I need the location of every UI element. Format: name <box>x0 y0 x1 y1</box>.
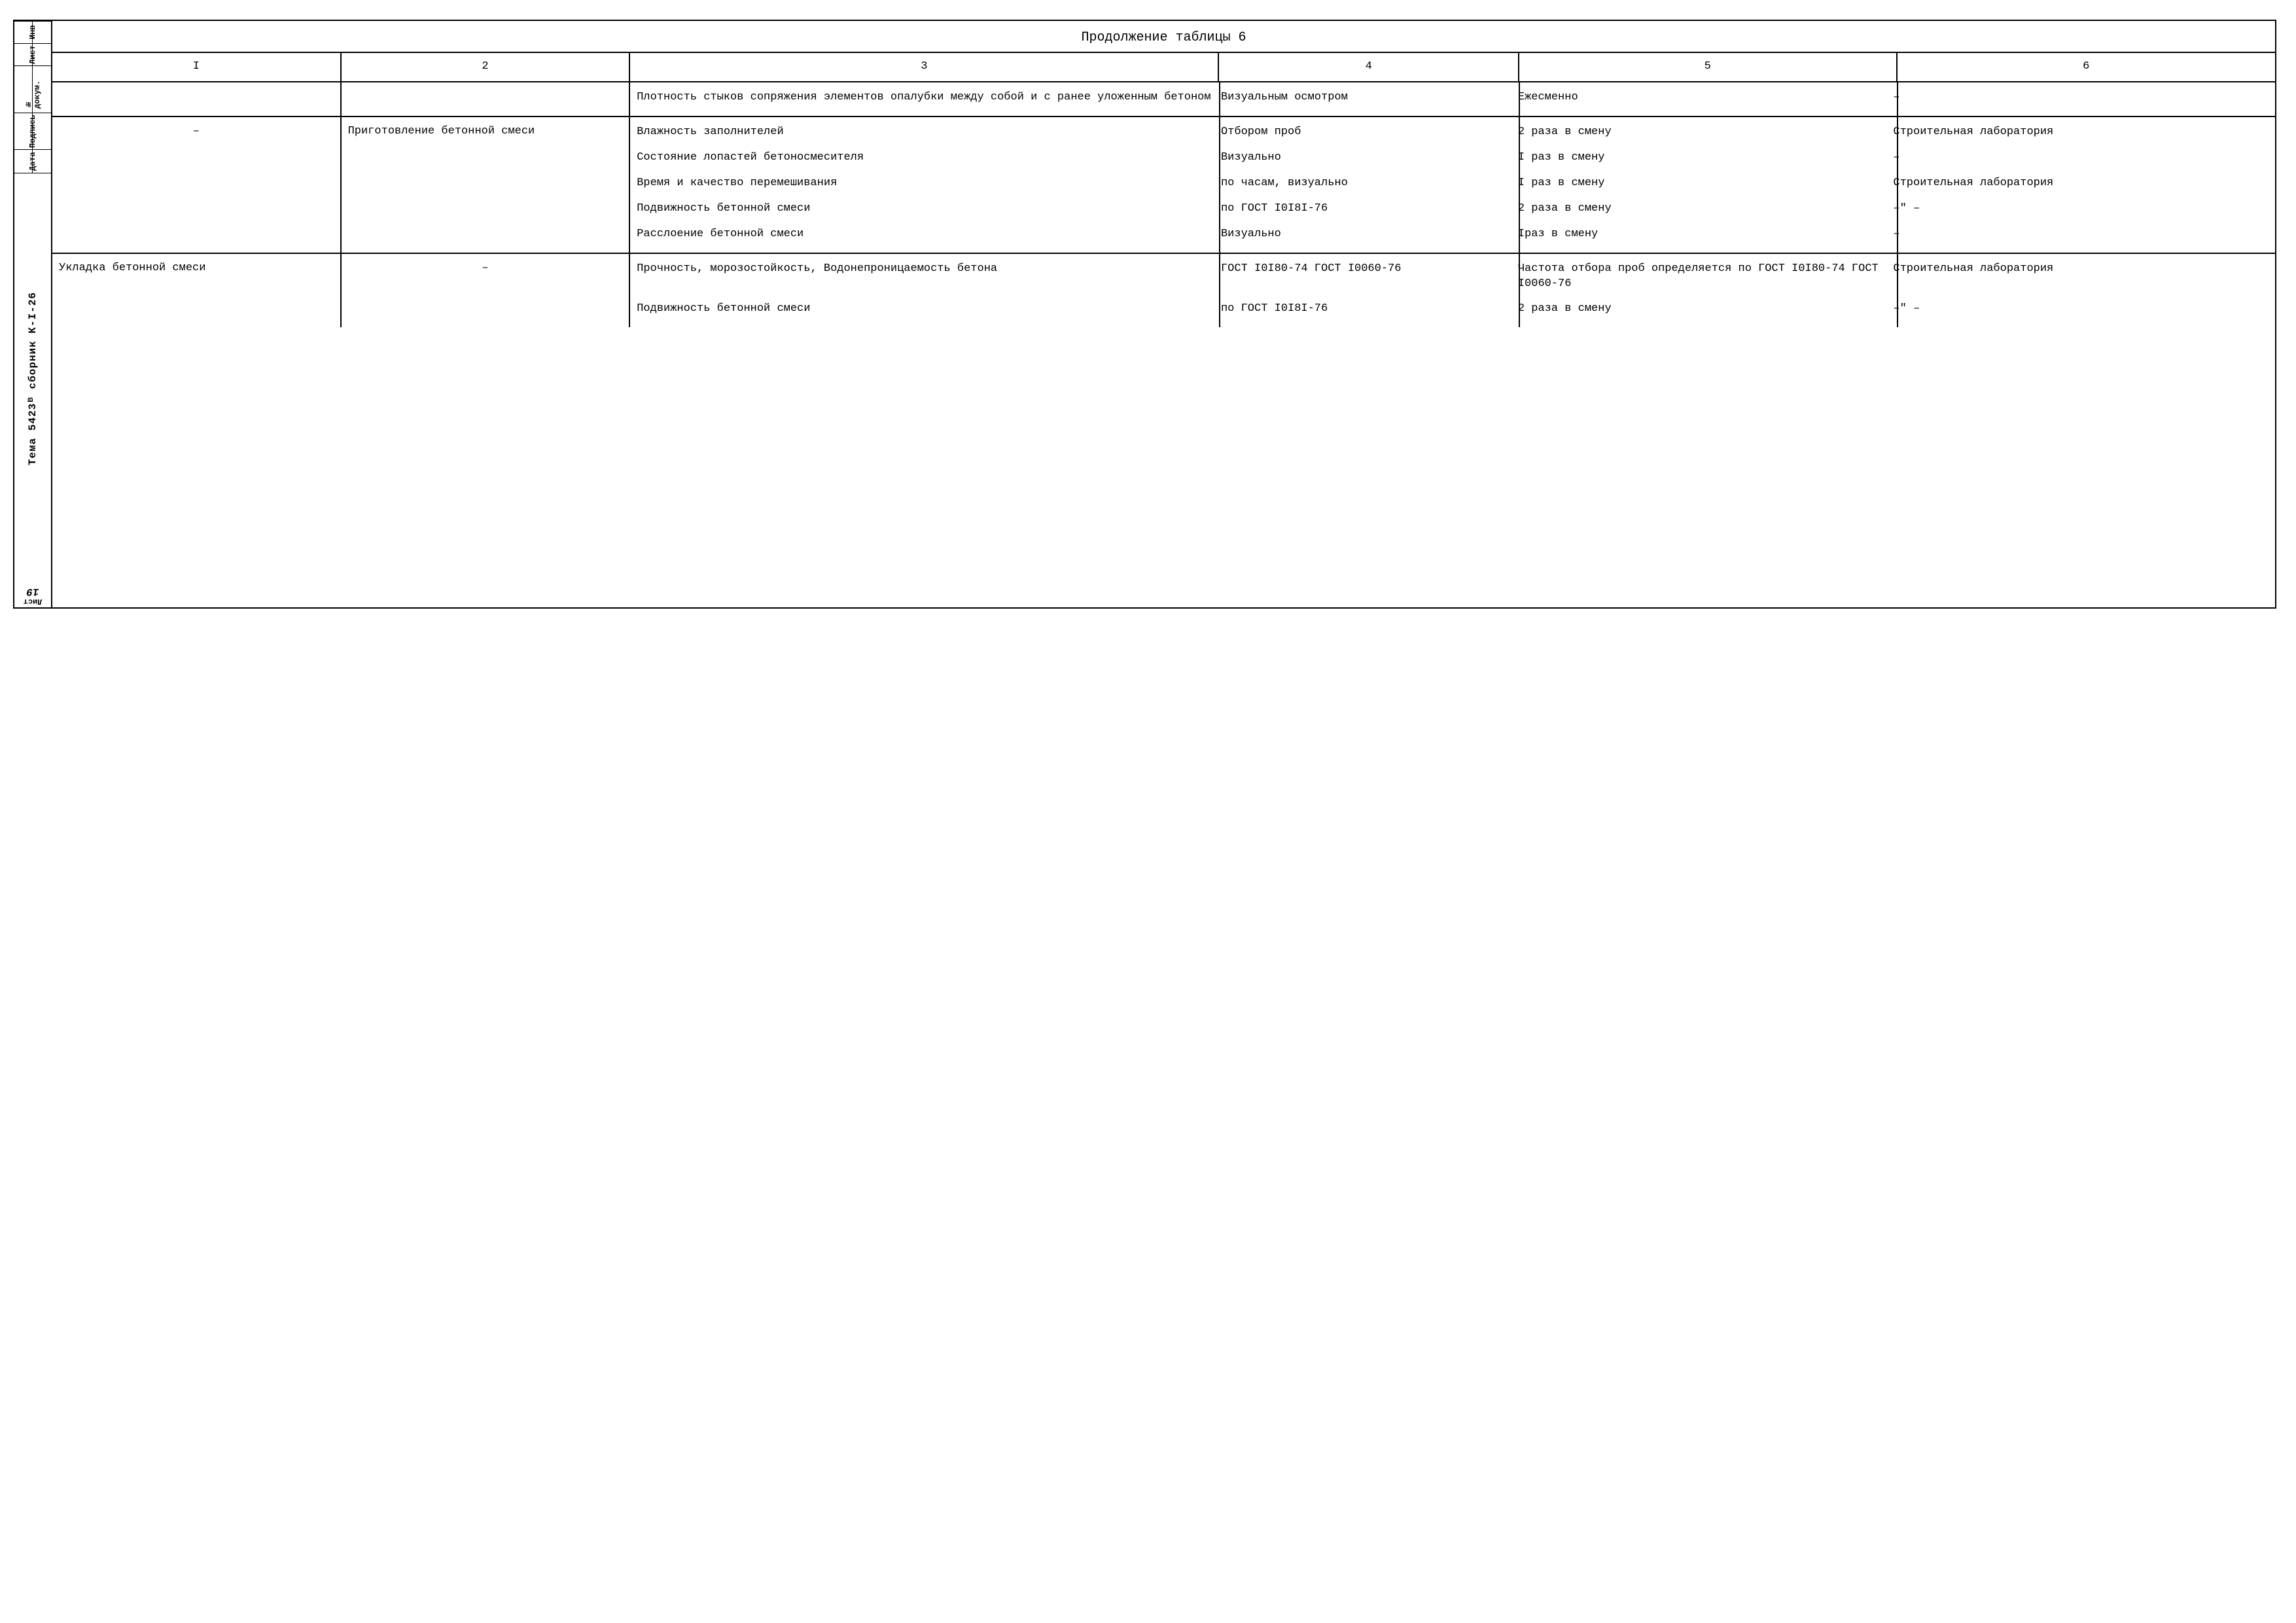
cell-col5: 2 раза в смену <box>1518 202 1894 217</box>
cell-cols-3-6: Влажность заполнителейОтбором проб2 раза… <box>630 117 2275 253</box>
cell-col2 <box>342 82 631 116</box>
main-table: Продолжение таблицы 6 I 2 3 4 5 6 Плотно… <box>52 21 2275 607</box>
cell-col4: по ГОСТ I0I8I-76 <box>1221 202 1518 217</box>
cell-col6: – <box>1893 90 2269 105</box>
cell-col2: – <box>342 254 631 328</box>
table-row: Плотность стыков сопряжения элементов оп… <box>52 82 2275 117</box>
stamp-page: Лист 19 <box>14 584 51 607</box>
table-subline: Подвижность бетонной смесипо ГОСТ I0I8I-… <box>630 302 2275 323</box>
cell-col5: 2 раза в смену <box>1518 302 1894 317</box>
stamp-list: Лист <box>14 43 51 65</box>
table-subline: Время и качество перемеши­ванияпо часам,… <box>630 176 2275 202</box>
col-header-2: 2 <box>342 53 631 81</box>
cell-col5: Iраз в смену <box>1518 227 1894 242</box>
page-frame: Инв Лист № докум. Подпись Дата Тема 5423… <box>13 20 2276 609</box>
cell-col5: 2 раза в смену <box>1518 125 1894 140</box>
left-stamp: Инв Лист № докум. Подпись Дата Тема 5423… <box>14 21 52 607</box>
table-subline: Расслоение бетонной смесиВизуальноIраз в… <box>630 227 2275 249</box>
col-header-3: 3 <box>630 53 1219 81</box>
col-header-4: 4 <box>1219 53 1519 81</box>
table-subline: Подвижность бетонной смесипо ГОСТ I0I8I-… <box>630 202 2275 227</box>
table-row: Укладка бе­тонной смеси–Прочность, мороз… <box>52 254 2275 328</box>
cell-col4: ГОСТ I0I80-74 ГОСТ I0060-76 <box>1221 262 1518 292</box>
cell-cols-3-6: Плотность стыков сопряжения элементов оп… <box>630 82 2275 116</box>
cell-col6: –" – <box>1893 302 2269 317</box>
cell-col5: I раз в смену <box>1518 176 1894 191</box>
cell-col2: Приготовление бетонной смеси <box>342 117 631 253</box>
stamp-date: Дата <box>14 149 51 173</box>
cell-col5: I раз в смену <box>1518 151 1894 166</box>
cell-col6: –" – <box>1893 202 2269 217</box>
stamp-tema: Тема 5423ᴮ сборник К-I-26 <box>14 173 51 584</box>
stamp-dok: № докум. <box>14 65 51 113</box>
cell-col6: – <box>1893 151 2269 166</box>
stamp-sign: Подпись <box>14 113 51 149</box>
table-header-row: I 2 3 4 5 6 <box>52 53 2275 82</box>
cell-col3: Расслоение бетонной смеси <box>637 227 1221 242</box>
cell-col1: – <box>52 117 342 253</box>
cell-col3: Подвижность бетонной смеси <box>637 302 1221 317</box>
col-header-5: 5 <box>1519 53 1897 81</box>
stamp-page-label: Лист <box>24 597 43 605</box>
cell-col3: Влажность заполнителей <box>637 125 1221 140</box>
cell-col5: Ежесменно <box>1518 90 1894 105</box>
cell-col3: Время и качество перемеши­вания <box>637 176 1221 191</box>
cell-col6: – <box>1893 227 2269 242</box>
cell-col4: Визуально <box>1221 227 1518 242</box>
col-header-6: 6 <box>1898 53 2275 81</box>
cell-col6: Строительная лаборатория <box>1893 176 2269 191</box>
table-subline: Состояние лопастей бетоно­смесителяВизуа… <box>630 151 2275 176</box>
cell-col4: по часам, ви­зуально <box>1221 176 1518 191</box>
cell-col6: Строительная лаборатория <box>1893 125 2269 140</box>
table-subline: Прочность, морозостойкость, Водонепрониц… <box>630 262 2275 302</box>
cell-col3: Прочность, морозостойкость, Водонепрониц… <box>637 262 1221 292</box>
cell-col5: Частота отбора проб опреде­ляется по ГОС… <box>1518 262 1894 292</box>
cell-col6: Строительная лаборатория <box>1893 262 2269 292</box>
col-header-1: I <box>52 53 342 81</box>
cell-col4: Визуальным осмотром <box>1221 90 1518 105</box>
cell-col3: Подвижность бетонной смеси <box>637 202 1221 217</box>
table-row: –Приготовление бетонной смесиВлажность з… <box>52 117 2275 254</box>
table-subline: Плотность стыков сопряжения элементов оп… <box>630 90 2275 112</box>
cell-col4: по ГОСТ I0I8I-76 <box>1221 302 1518 317</box>
table-body: Плотность стыков сопряжения элементов оп… <box>52 82 2275 327</box>
stamp-inv: Инв <box>14 21 51 43</box>
cell-col1 <box>52 82 342 116</box>
cell-col1: Укладка бе­тонной смеси <box>52 254 342 328</box>
stamp-page-num: 19 <box>26 586 39 597</box>
cell-col3: Плотность стыков сопряжения элементов оп… <box>637 90 1221 105</box>
cell-col4: Визуально <box>1221 151 1518 166</box>
table-subline: Влажность заполнителейОтбором проб2 раза… <box>630 125 2275 151</box>
table-title: Продолжение таблицы 6 <box>52 21 2275 53</box>
cell-col4: Отбором проб <box>1221 125 1518 140</box>
cell-cols-3-6: Прочность, морозостойкость, Водонепрониц… <box>630 254 2275 328</box>
cell-col3: Состояние лопастей бетоно­смесителя <box>637 151 1221 166</box>
